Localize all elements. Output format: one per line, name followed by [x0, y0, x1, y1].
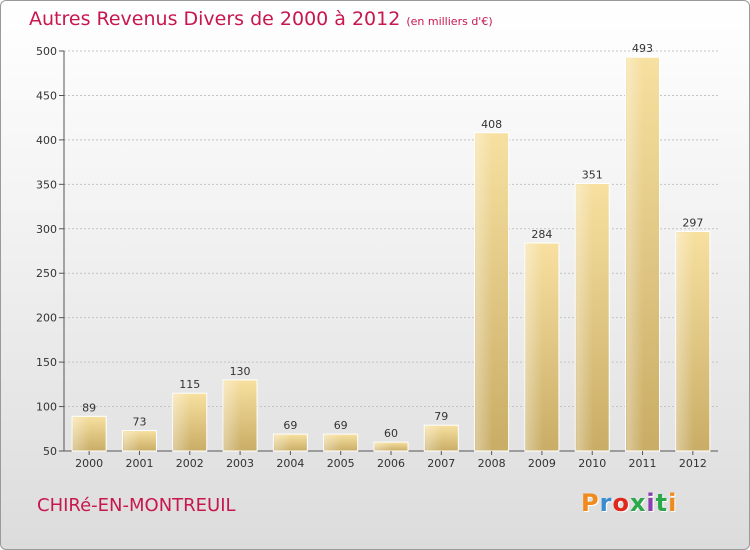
y-tick-label: 150 — [36, 356, 57, 369]
logo-letter: x — [629, 489, 647, 517]
axes — [63, 51, 718, 452]
bar-value-label: 69 — [283, 419, 297, 432]
y-tick-label: 400 — [36, 134, 57, 147]
logo-letter: i — [668, 489, 678, 517]
bar-highlight — [224, 380, 242, 451]
bar-value-label: 284 — [531, 228, 552, 241]
y-tick-label: 50 — [43, 445, 57, 458]
bar-value-label: 69 — [334, 419, 348, 432]
chart-title: Autres Revenus Divers de 2000 à 2012 (en … — [29, 8, 493, 30]
bar-highlight — [425, 426, 443, 451]
bar-value-label: 115 — [179, 378, 200, 391]
title-text: Autres Revenus Divers de 2000 à 2012 — [29, 8, 401, 30]
x-tick-label: 2007 — [427, 457, 455, 470]
y-tick-label: 450 — [36, 89, 57, 102]
bar-value-label: 130 — [230, 365, 251, 378]
x-axis-ticks: 2000 2001 2002 2003 2004 2005 2006 2007 2008 2009… — [75, 451, 707, 470]
bar-highlight — [123, 431, 141, 451]
x-tick-label: 2002 — [176, 457, 204, 470]
bar-highlight — [375, 443, 392, 451]
x-tick-label: 2004 — [276, 457, 304, 470]
logo-letter: P — [581, 489, 600, 517]
logo-letter: t — [655, 489, 669, 517]
bar-highlight — [576, 184, 594, 451]
logo-letter: r — [599, 489, 613, 517]
y-tick-label: 250 — [36, 267, 57, 280]
bar-value-label: 79 — [434, 410, 448, 423]
logo-letter: o — [612, 489, 630, 517]
bar-value-label: 60 — [384, 427, 398, 440]
proxiti-logo[interactable]: Proxiti — [581, 489, 677, 517]
y-tick-label: 100 — [36, 401, 57, 414]
bar-highlight — [626, 58, 644, 451]
grid-lines — [64, 50, 718, 452]
x-tick-label: 2011 — [629, 457, 657, 470]
bar-value-label: 493 — [632, 42, 653, 55]
x-tick-label: 2010 — [578, 457, 606, 470]
bar-highlight — [274, 435, 292, 451]
x-tick-label: 2000 — [75, 457, 103, 470]
title-unit: (en milliers d'€) — [406, 15, 493, 28]
bar-value-label: 408 — [481, 118, 502, 131]
bar-highlight — [525, 244, 543, 451]
y-tick-label: 200 — [36, 312, 57, 325]
y-tick-label: 300 — [36, 223, 57, 236]
bar-highlight — [475, 133, 493, 451]
bar-highlight — [324, 435, 342, 451]
x-tick-label: 2005 — [327, 457, 355, 470]
x-tick-label: 2006 — [377, 457, 405, 470]
x-tick-label: 2012 — [679, 457, 707, 470]
x-tick-label: 2008 — [478, 457, 506, 470]
bar-value-label: 89 — [82, 401, 96, 414]
bars: 89 73 115 130 69 69 60 79 408 284 351 493 297 — [71, 42, 711, 452]
commune-name: CHIRé-EN-MONTREUIL — [37, 495, 236, 516]
logo-letter: i — [646, 489, 656, 517]
x-tick-label: 2003 — [226, 457, 254, 470]
x-tick-label: 2001 — [125, 457, 153, 470]
bar-value-label: 297 — [682, 216, 703, 229]
x-tick-label: 2009 — [528, 457, 556, 470]
bar-highlight — [676, 232, 694, 451]
bar-highlight — [73, 417, 91, 451]
y-tick-label: 500 — [36, 45, 57, 58]
y-axis-ticks: 50 100 150 200 250 300 350 400 450 500 — [36, 45, 64, 458]
bar-value-label: 351 — [582, 168, 603, 181]
y-tick-label: 350 — [36, 178, 57, 191]
bar-highlight — [173, 394, 191, 451]
bar-value-label: 73 — [132, 416, 146, 429]
